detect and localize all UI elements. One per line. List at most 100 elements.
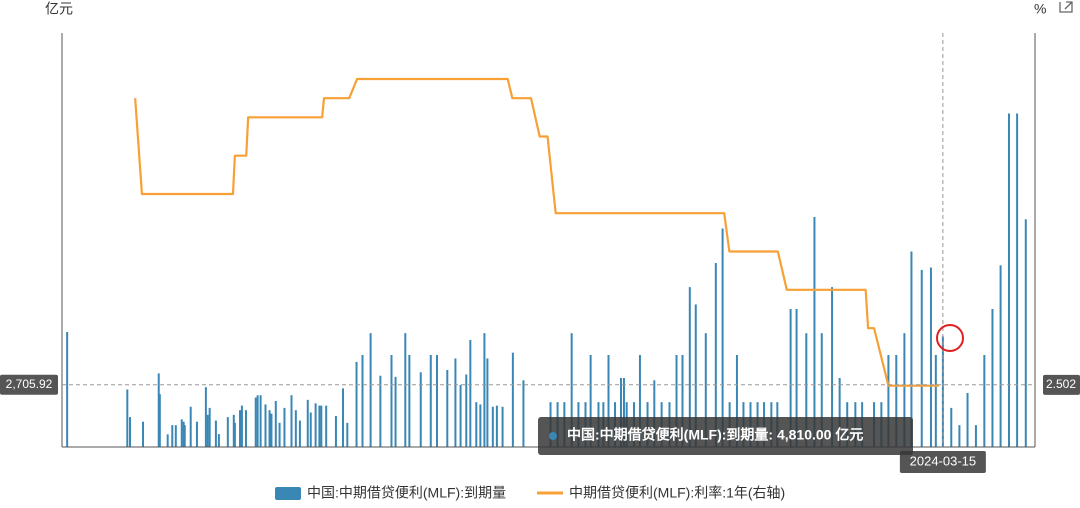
bar bbox=[394, 376, 397, 447]
bar bbox=[511, 352, 514, 447]
bar bbox=[991, 309, 994, 447]
bar bbox=[999, 265, 1002, 447]
bar bbox=[622, 378, 625, 447]
bar bbox=[1016, 113, 1019, 447]
export-icon[interactable] bbox=[1059, 1, 1073, 13]
bar bbox=[325, 405, 328, 447]
bar bbox=[298, 420, 301, 447]
bar bbox=[479, 404, 482, 447]
bar bbox=[619, 378, 622, 447]
tooltip-dot bbox=[549, 432, 557, 440]
overlay: 2,705.92 2.502 2024-03-15 中国:中期借贷便利(MLF):到期… bbox=[0, 33, 1080, 473]
bar bbox=[306, 399, 309, 447]
bar bbox=[805, 333, 808, 447]
legend: 中国:中期借贷便利(MLF):到期量 中期借贷便利(MLF):利率:1年(右轴) bbox=[275, 485, 785, 501]
crosshair-x-label: 2024-03-15 bbox=[910, 453, 977, 468]
bar bbox=[259, 395, 262, 447]
bar bbox=[208, 407, 211, 447]
bar bbox=[361, 355, 364, 447]
plot-area bbox=[66, 77, 1027, 447]
bar bbox=[820, 333, 823, 447]
bar bbox=[240, 405, 243, 447]
bar bbox=[404, 333, 407, 447]
bar bbox=[714, 263, 717, 447]
bar bbox=[675, 355, 678, 447]
bar bbox=[390, 355, 393, 447]
legend-swatch bbox=[275, 487, 301, 500]
bar bbox=[491, 406, 494, 447]
bar bbox=[314, 403, 317, 447]
bar bbox=[183, 425, 186, 447]
bar bbox=[142, 421, 145, 447]
crosshair-y-box bbox=[0, 374, 58, 395]
bar bbox=[486, 358, 489, 447]
bar bbox=[318, 405, 321, 447]
bar bbox=[887, 355, 890, 447]
bar bbox=[158, 394, 161, 447]
bar bbox=[129, 417, 132, 447]
bar bbox=[429, 355, 432, 447]
bar bbox=[217, 434, 220, 447]
bar bbox=[789, 309, 792, 447]
bar bbox=[408, 355, 411, 447]
crosshair-y2-label: 2.502 bbox=[1046, 377, 1076, 391]
bar bbox=[126, 389, 129, 447]
bar bbox=[239, 410, 242, 447]
bar bbox=[459, 384, 462, 447]
highlight-circle bbox=[936, 324, 964, 352]
bar bbox=[522, 380, 525, 447]
bar bbox=[346, 422, 349, 447]
bar bbox=[838, 378, 841, 447]
bar bbox=[278, 422, 281, 447]
bar bbox=[929, 267, 932, 447]
bar bbox=[735, 355, 738, 447]
bar bbox=[274, 401, 277, 447]
bar bbox=[233, 422, 236, 447]
bar bbox=[1024, 219, 1027, 447]
bar bbox=[180, 419, 183, 447]
bar bbox=[570, 333, 573, 447]
bar bbox=[721, 228, 724, 447]
bar bbox=[813, 217, 816, 447]
bar bbox=[465, 374, 468, 447]
y2-unit: % bbox=[1034, 1, 1046, 17]
bar bbox=[446, 369, 449, 447]
bar bbox=[309, 412, 312, 447]
crosshair-y-label: 2,705.92 bbox=[6, 377, 53, 391]
bar bbox=[171, 425, 174, 447]
bar bbox=[320, 405, 323, 447]
bar bbox=[256, 395, 259, 447]
bar bbox=[688, 287, 691, 447]
line bbox=[134, 77, 940, 387]
bar bbox=[934, 355, 937, 447]
bar bbox=[226, 417, 229, 447]
bar bbox=[681, 355, 684, 447]
bar bbox=[264, 404, 267, 447]
bar bbox=[903, 333, 906, 447]
bar bbox=[379, 375, 382, 447]
bar bbox=[974, 425, 977, 447]
bar bbox=[195, 421, 198, 447]
y-unit: 亿元 bbox=[45, 1, 73, 17]
bar bbox=[454, 358, 457, 447]
bar bbox=[495, 405, 498, 447]
bar bbox=[589, 355, 592, 447]
bar bbox=[232, 414, 235, 447]
bar bbox=[831, 287, 834, 447]
tooltip-box bbox=[538, 417, 913, 455]
bar bbox=[694, 304, 697, 447]
crosshair-y2-box bbox=[1043, 374, 1080, 395]
bar bbox=[910, 251, 913, 447]
bar bbox=[419, 372, 422, 447]
legend-item: 中期借贷便利(MLF):利率:1年(右轴) bbox=[537, 485, 785, 501]
bar bbox=[958, 425, 961, 447]
bar bbox=[483, 333, 486, 447]
bar bbox=[174, 425, 177, 447]
bar bbox=[966, 392, 969, 447]
bar bbox=[475, 402, 478, 447]
bar bbox=[341, 388, 344, 447]
bar bbox=[294, 410, 297, 447]
bar bbox=[607, 355, 610, 447]
legend-label: 中国:中期借贷便利(MLF):到期量 bbox=[307, 485, 506, 501]
